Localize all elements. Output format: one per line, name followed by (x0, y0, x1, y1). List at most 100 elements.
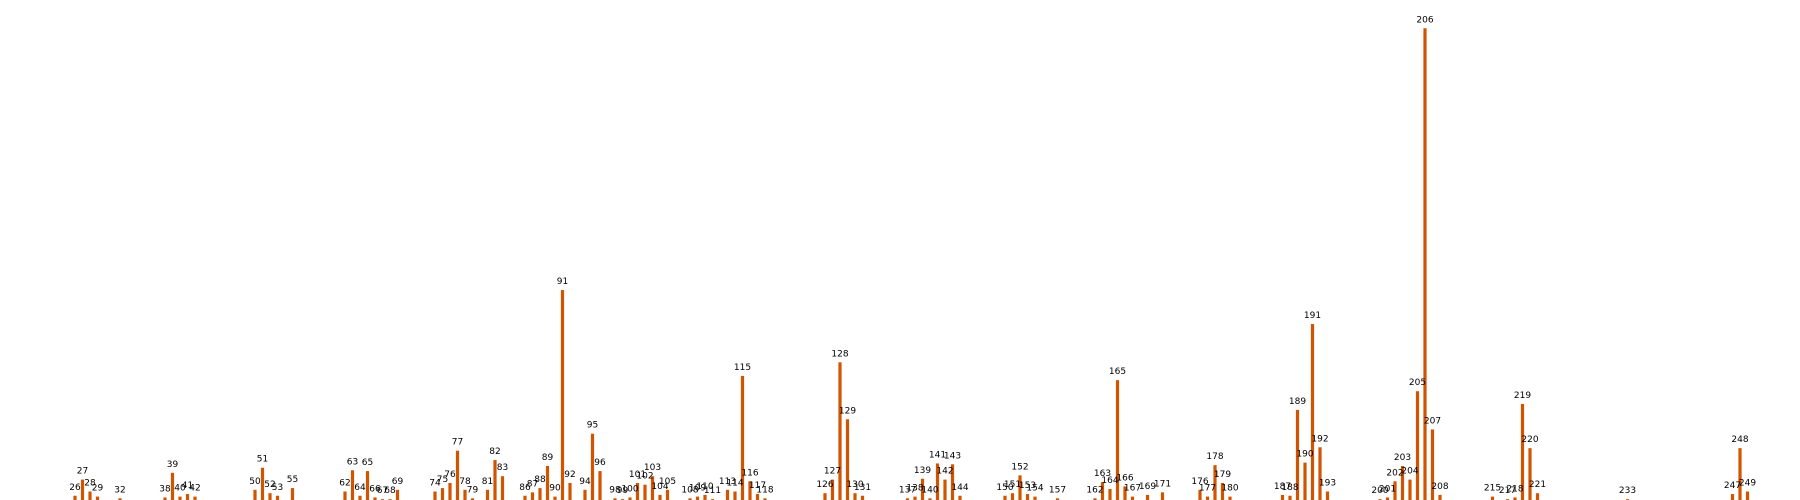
bar-label-249: 249 (1739, 479, 1756, 489)
bar-label-154: 154 (1026, 484, 1043, 494)
bar-label-90: 90 (549, 484, 561, 494)
bar-label-114: 114 (726, 479, 743, 489)
bar-label-202: 202 (1386, 468, 1403, 478)
bar-103 (650, 476, 655, 500)
bar-label-131: 131 (854, 483, 871, 493)
bar-218 (1513, 497, 1517, 500)
bar-label-205: 205 (1409, 378, 1426, 388)
bar-label-247: 247 (1724, 481, 1741, 491)
bar-label-126: 126 (816, 480, 833, 490)
bar-label-103: 103 (644, 463, 661, 473)
bar-label-178: 178 (1206, 452, 1223, 462)
bar-label-163: 163 (1094, 469, 1111, 479)
bar-219 (1520, 403, 1525, 500)
bar-label-26: 26 (69, 483, 81, 493)
bar-label-143: 143 (944, 451, 961, 461)
bar-label-98: 98 (609, 485, 621, 495)
bar-label-139: 139 (914, 466, 931, 476)
bar-label-118: 118 (756, 485, 773, 495)
bar-249 (1745, 491, 1750, 500)
bar-label-65: 65 (362, 458, 373, 468)
bar-label-66: 66 (369, 484, 381, 494)
bar-215 (1490, 496, 1495, 500)
bar-label-137: 137 (899, 485, 916, 495)
bar-53 (275, 495, 280, 500)
bar-180 (1228, 496, 1232, 500)
bar-label-91: 91 (557, 277, 568, 287)
bar-label-150: 150 (996, 483, 1013, 493)
bar-label-192: 192 (1311, 434, 1328, 444)
bar-label-219: 219 (1514, 391, 1531, 401)
bar-96 (598, 471, 602, 500)
bar-label-180: 180 (1221, 484, 1238, 494)
bar-label-169: 169 (1139, 482, 1156, 492)
bar-label-75: 75 (437, 475, 448, 485)
bar-51 (260, 467, 265, 500)
bar-label-86: 86 (519, 483, 531, 493)
bar-248 (1738, 448, 1742, 500)
bar-110 (703, 494, 707, 500)
bar-79 (470, 498, 475, 500)
bar-label-102: 102 (636, 472, 653, 482)
bar-label-165: 165 (1109, 367, 1126, 377)
bar-label-176: 176 (1191, 477, 1208, 487)
bar-208 (1438, 494, 1442, 500)
bar-29 (95, 496, 100, 500)
bar-label-204: 204 (1401, 467, 1418, 477)
bar-label-53: 53 (272, 483, 283, 493)
bar-label-130: 130 (846, 480, 863, 490)
bar-153 (1025, 494, 1030, 500)
bar-41 (185, 494, 190, 500)
bar-152 (1018, 475, 1022, 500)
bar-label-42: 42 (189, 484, 200, 494)
bar-150 (1003, 495, 1007, 500)
bar-142 (943, 479, 947, 500)
bar-171 (1160, 492, 1165, 500)
bar-label-101: 101 (629, 470, 646, 480)
bar-220 (1528, 448, 1532, 500)
bar-label-111: 111 (704, 486, 721, 496)
bar-label-191: 191 (1304, 311, 1321, 321)
bar-207 (1430, 429, 1435, 500)
bar-label-100: 100 (621, 484, 638, 494)
bar-label-110: 110 (696, 482, 713, 492)
bar-label-218: 218 (1506, 484, 1523, 494)
bar-94 (583, 489, 587, 500)
bar-label-177: 177 (1199, 484, 1216, 494)
bar-label-193: 193 (1319, 479, 1336, 489)
bar-label-152: 152 (1011, 462, 1028, 472)
bar-87 (530, 492, 535, 500)
bar-131 (860, 495, 865, 500)
bar-50 (253, 489, 257, 500)
bar-192 (1318, 447, 1322, 500)
bar-42 (193, 496, 197, 500)
bar-63 (350, 470, 355, 500)
bar-86 (523, 495, 527, 500)
bar-label-27: 27 (77, 467, 88, 477)
bar-91 (560, 290, 565, 500)
bar-143 (950, 464, 955, 500)
bar-28 (88, 491, 92, 500)
bar-label-94: 94 (579, 477, 591, 487)
bar-39 (170, 472, 175, 500)
bar-74 (433, 491, 437, 500)
bar-label-28: 28 (84, 479, 96, 489)
bar-label-151: 151 (1004, 480, 1021, 490)
bar-label-129: 129 (839, 406, 856, 416)
bar-label-117: 117 (749, 481, 766, 491)
bar-154 (1033, 496, 1037, 500)
bar-190 (1303, 462, 1307, 500)
bar-label-68: 68 (384, 486, 396, 496)
bar-label-203: 203 (1394, 453, 1411, 463)
bar-162 (1093, 498, 1097, 500)
bar-108 (688, 498, 692, 500)
bar-label-89: 89 (542, 453, 554, 463)
bar-label-82: 82 (489, 447, 500, 457)
bar-203 (1400, 466, 1405, 500)
bar-label-113: 113 (719, 477, 736, 487)
bar-label-164: 164 (1101, 476, 1118, 486)
bar-26 (73, 495, 77, 500)
bar-105 (665, 489, 670, 500)
